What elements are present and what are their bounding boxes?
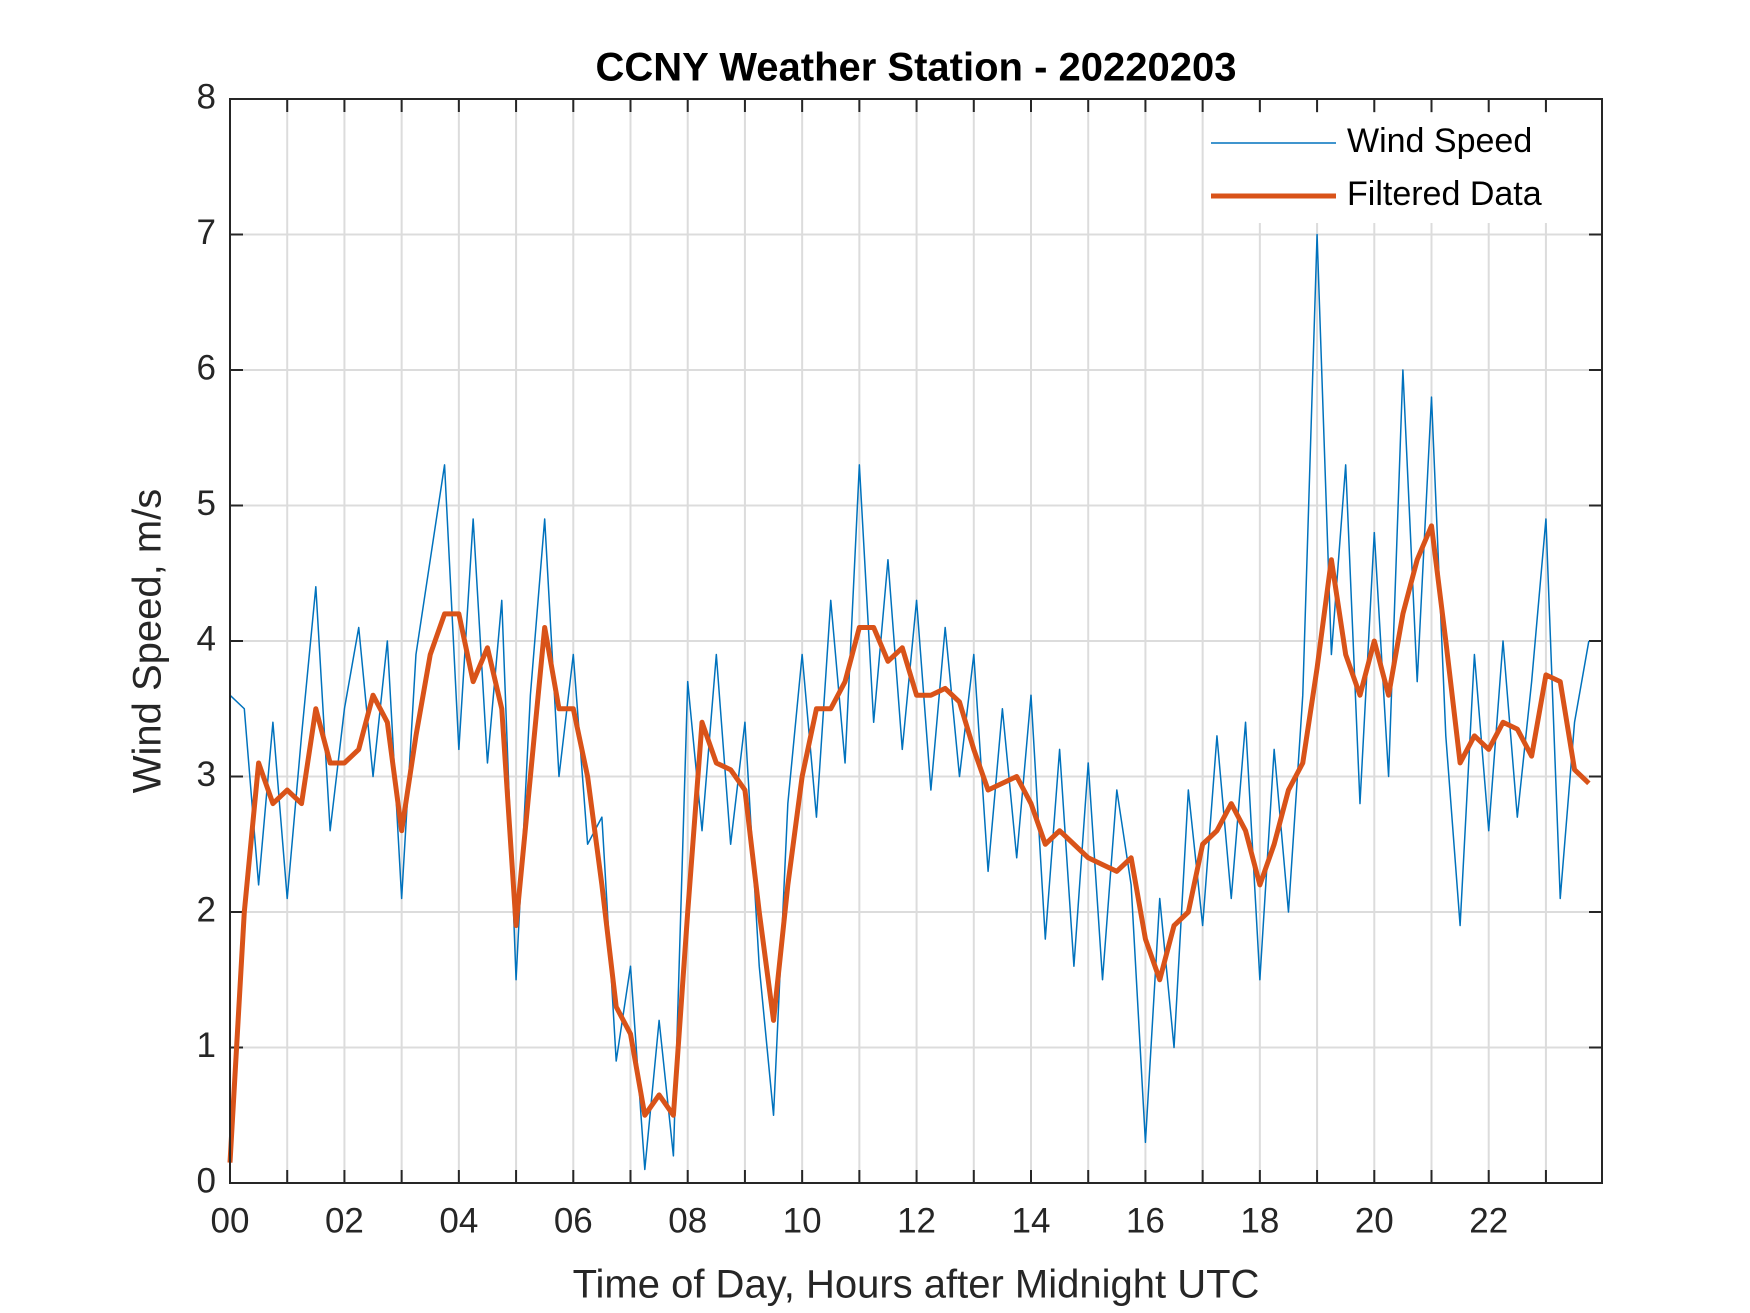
legend: Wind Speed Filtered Data bbox=[1208, 113, 1588, 223]
x-tick-label: 10 bbox=[783, 1201, 822, 1240]
axes-box bbox=[229, 98, 1603, 1184]
x-axis-label: Time of Day, Hours after Midnight UTC bbox=[573, 1263, 1260, 1307]
y-tick-label: 2 bbox=[197, 890, 216, 929]
y-tick-label: 4 bbox=[197, 619, 216, 658]
y-tick-label: 6 bbox=[197, 348, 216, 387]
y-tick-label: 3 bbox=[197, 755, 216, 794]
y-axis-label: Wind Speed, m/s bbox=[126, 489, 170, 794]
x-tick-label: 00 bbox=[211, 1201, 250, 1240]
x-tick-label: 22 bbox=[1469, 1201, 1508, 1240]
legend-label: Filtered Data bbox=[1347, 175, 1542, 213]
y-tick-label: 1 bbox=[197, 1026, 216, 1065]
x-tick-label: 02 bbox=[325, 1201, 364, 1240]
data-line bbox=[227, 523, 1591, 1163]
chart-title: CCNY Weather Station - 20220203 bbox=[596, 46, 1237, 90]
x-tick-label: 12 bbox=[897, 1201, 936, 1240]
x-tick-label: 06 bbox=[554, 1201, 593, 1240]
x-tick-label: 08 bbox=[668, 1201, 707, 1240]
y-tick-label: 0 bbox=[197, 1161, 216, 1200]
x-tick-label: 14 bbox=[1012, 1201, 1051, 1240]
x-tick-label: 20 bbox=[1355, 1201, 1394, 1240]
legend-label: Wind Speed bbox=[1347, 122, 1532, 160]
x-tick-label: 18 bbox=[1240, 1201, 1279, 1240]
x-tick-label: 04 bbox=[439, 1201, 478, 1240]
y-tick-label: 8 bbox=[197, 77, 216, 116]
y-tick-label: 7 bbox=[197, 213, 216, 252]
y-tick-label: 5 bbox=[197, 484, 216, 523]
x-tick-label: 16 bbox=[1126, 1201, 1165, 1240]
legend-box bbox=[1208, 113, 1588, 223]
